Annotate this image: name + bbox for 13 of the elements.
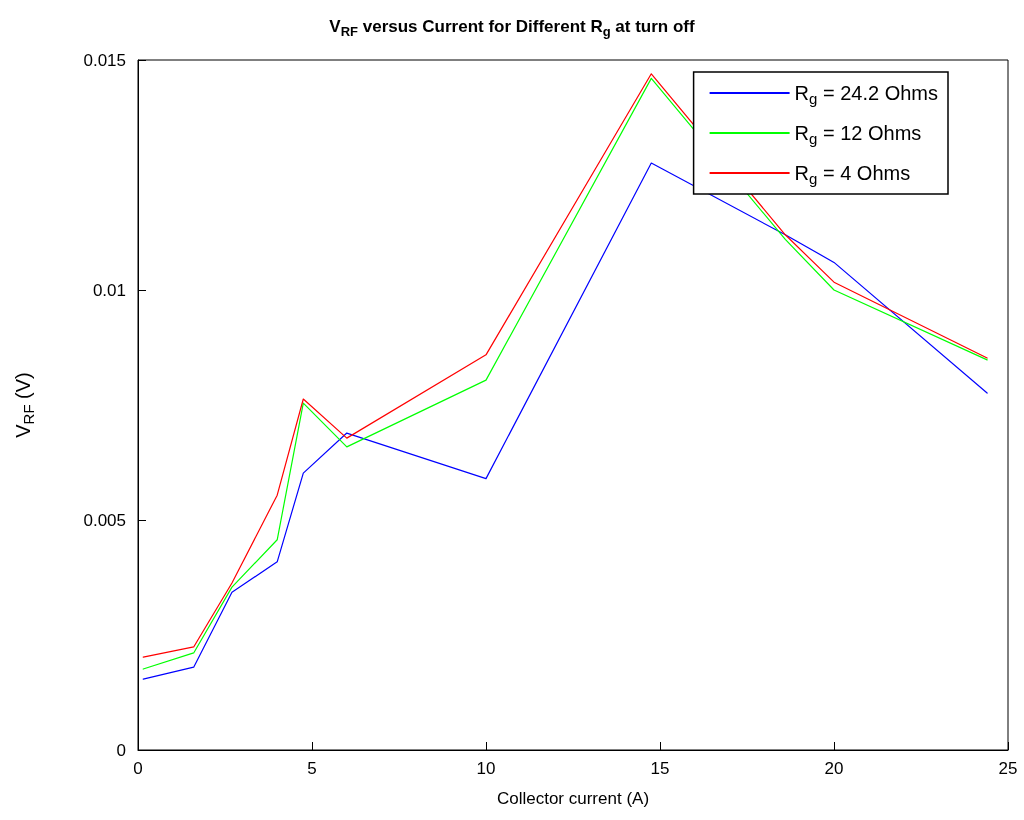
x-tick-label: 10 [476, 759, 496, 778]
x-tick-label: 25 [998, 759, 1018, 778]
y-axis-title: VRF (V) [12, 372, 37, 438]
x-tick-label: 15 [650, 759, 670, 778]
x-axis-title: Collector current (A) [496, 789, 650, 808]
line-series [142, 162, 988, 680]
y-tick-label: 0 [116, 740, 126, 760]
x-tick-label: 5 [307, 759, 317, 778]
x-tick-label: 0 [133, 759, 143, 778]
x-tick-label: 20 [824, 759, 844, 778]
y-tick-label: 0.01 [92, 280, 126, 300]
y-tick-label: 0.015 [83, 50, 126, 70]
y-tick-label: 0.005 [83, 510, 126, 530]
